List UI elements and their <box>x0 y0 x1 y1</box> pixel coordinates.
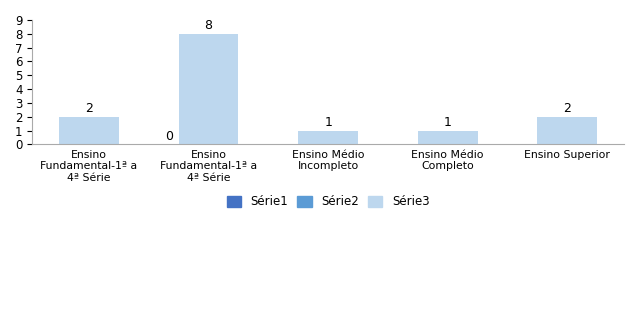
Legend: Série1, Série2, Série3: Série1, Série2, Série3 <box>222 191 435 213</box>
Bar <box>179 34 238 144</box>
Text: 1: 1 <box>443 116 452 129</box>
Bar <box>59 117 119 144</box>
Text: 1: 1 <box>324 116 332 129</box>
Text: 2: 2 <box>563 102 571 115</box>
Bar <box>537 117 597 144</box>
Bar <box>418 131 477 144</box>
Text: 8: 8 <box>204 19 213 32</box>
Text: 0: 0 <box>165 130 173 143</box>
Text: 2: 2 <box>85 102 93 115</box>
Bar <box>298 131 358 144</box>
